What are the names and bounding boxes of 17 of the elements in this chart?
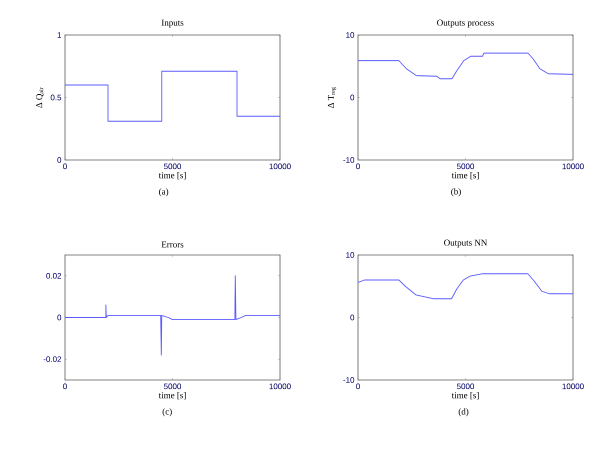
chart-title: Outputs process: [437, 20, 494, 28]
x-axis-title: time [s]: [158, 172, 186, 180]
text: (d): [458, 408, 468, 416]
x-axis-title: time [s]: [452, 392, 479, 400]
chart-title: Inputs: [162, 20, 184, 28]
text: (a): [159, 188, 168, 196]
line-series: [358, 273, 574, 300]
line-series: [358, 52, 574, 80]
chart-title: Outputs NN: [444, 240, 488, 248]
text: (b): [451, 188, 461, 196]
x-axis-title: time [s]: [452, 172, 479, 180]
x-axis-title: time [s]: [158, 392, 186, 400]
line-series: [65, 275, 280, 356]
y-axis-title: Δ Q$_{air}$: [36, 87, 44, 108]
chart-title: Errors: [162, 242, 184, 248]
y-axis-title: Δ T$_{reg}$: [328, 87, 336, 108]
text: (c): [162, 408, 172, 416]
